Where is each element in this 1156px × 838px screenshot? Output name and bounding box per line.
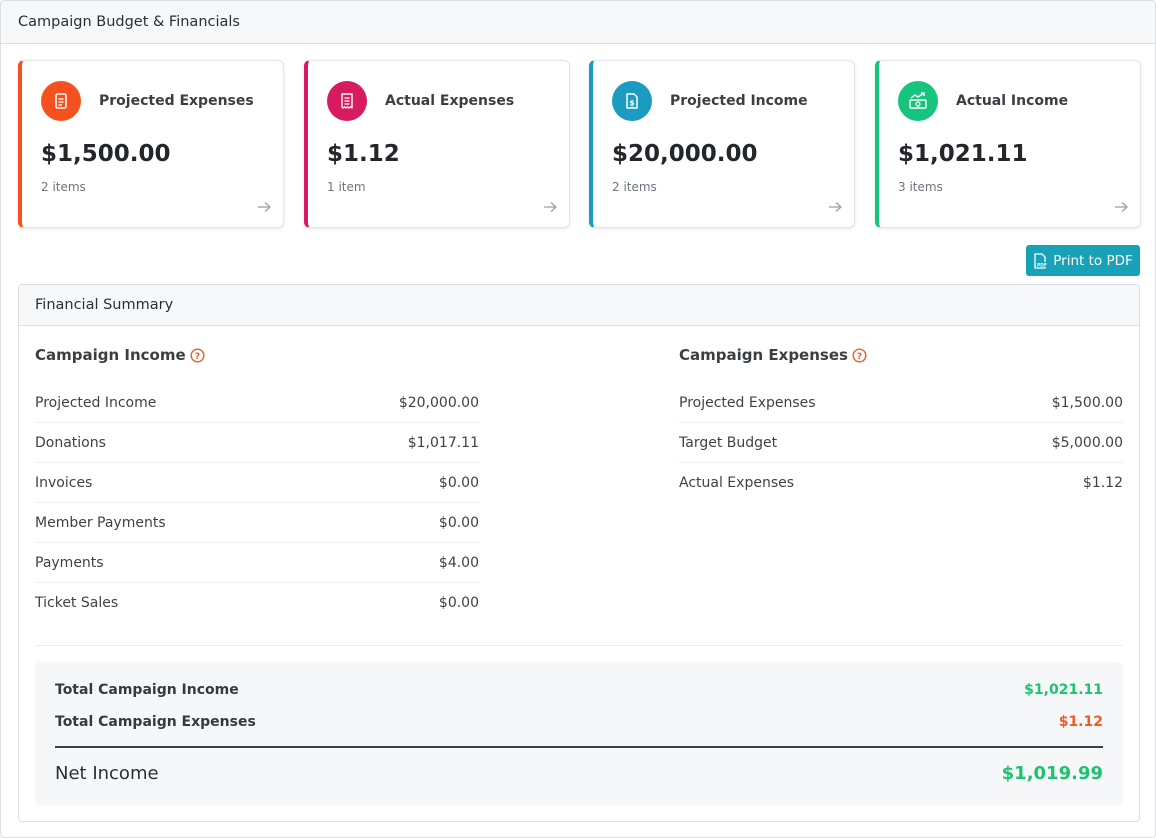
money-trend-icon	[898, 81, 938, 121]
dollar-file-icon: $	[612, 81, 652, 121]
list-item: Invoices $0.00	[35, 463, 479, 503]
total-expenses-line: Total Campaign Expenses $1.12	[55, 714, 1103, 730]
row-label: Projected Expenses	[679, 394, 816, 411]
panel-header: Campaign Budget & Financials	[1, 1, 1155, 44]
summary-header: Financial Summary	[19, 285, 1139, 326]
document-icon	[41, 81, 81, 121]
totals-divider	[55, 746, 1103, 748]
list-item: Payments $4.00	[35, 543, 479, 583]
card-count: 2 items	[612, 180, 657, 194]
arrow-right-icon[interactable]	[543, 201, 558, 213]
row-label: Ticket Sales	[35, 595, 119, 611]
expenses-column: Campaign Expenses ? Projected Expenses $1…	[679, 345, 1123, 503]
row-value: $0.00	[438, 595, 479, 611]
card-title: Projected Income	[670, 93, 808, 109]
net-income-label: Net Income	[55, 763, 159, 784]
row-label: Invoices	[35, 474, 93, 491]
row-value: $20,000.00	[398, 394, 479, 411]
row-label: Payments	[35, 554, 104, 571]
pdf-icon: PDF	[1034, 252, 1047, 269]
card-projected-income[interactable]: $ Projected Income $20,000.00 2 items	[589, 60, 855, 228]
row-value: $1,500.00	[1051, 394, 1123, 411]
list-item: Target Budget $5,000.00	[679, 423, 1123, 463]
total-income-value: $1,021.11	[1024, 682, 1103, 698]
card-count: 2 items	[41, 180, 86, 194]
total-income-label: Total Campaign Income	[55, 682, 239, 698]
row-label: Actual Expenses	[679, 475, 795, 491]
arrow-right-icon[interactable]	[828, 201, 843, 213]
arrow-right-icon[interactable]	[1114, 201, 1129, 213]
card-title: Actual Expenses	[385, 93, 515, 109]
print-pdf-label: Print to PDF	[1053, 252, 1133, 269]
row-label: Member Payments	[35, 514, 166, 531]
income-title: Campaign Income	[35, 346, 186, 364]
card-amount: $1,500.00	[41, 141, 171, 167]
svg-text:$: $	[629, 99, 635, 108]
svg-text:PDF: PDF	[1037, 262, 1047, 268]
card-count: 1 item	[327, 180, 366, 194]
print-pdf-button[interactable]: PDF Print to PDF	[1026, 245, 1140, 276]
list-item: Member Payments $0.00	[35, 503, 479, 543]
income-list: Projected Income $20,000.00 Donations $1,0…	[35, 383, 479, 623]
total-expenses-label: Total Campaign Expenses	[55, 714, 256, 730]
page-title: Campaign Budget & Financials	[18, 14, 240, 30]
help-icon[interactable]: ?	[190, 347, 205, 363]
arrow-right-icon[interactable]	[257, 201, 272, 213]
totals-box: Total Campaign Income $1,021.11 Total Ca…	[35, 662, 1123, 805]
row-label: Projected Income	[35, 394, 157, 411]
total-expenses-value: $1.12	[1058, 714, 1103, 730]
card-actual-income[interactable]: Actual Income $1,021.11 3 items	[875, 60, 1141, 228]
card-amount: $1,021.11	[898, 141, 1028, 167]
card-title: Projected Expenses	[99, 93, 254, 109]
row-value: $0.00	[438, 474, 479, 491]
list-item: Donations $1,017.11	[35, 423, 479, 463]
income-column: Campaign Income ? Projected Income $20,00…	[35, 345, 479, 623]
list-item: Ticket Sales $0.00	[35, 583, 479, 623]
net-income-value: $1,019.99	[1001, 763, 1103, 784]
svg-text:?: ?	[195, 352, 200, 362]
card-projected-expenses[interactable]: Projected Expenses $1,500.00 2 items	[18, 60, 284, 228]
card-title: Actual Income	[956, 93, 1069, 109]
income-section-title: Campaign Income ?	[35, 345, 479, 365]
section-divider	[35, 645, 1123, 646]
net-income-line: Net Income $1,019.99	[55, 763, 1103, 784]
expenses-title: Campaign Expenses	[679, 346, 848, 364]
row-label: Target Budget	[679, 434, 778, 451]
row-value: $1,017.11	[407, 434, 479, 451]
list-item: Actual Expenses $1.12	[679, 463, 1123, 503]
row-value: $4.00	[438, 554, 479, 571]
expenses-list: Projected Expenses $1,500.00 Target Budge…	[679, 383, 1123, 503]
financial-summary: Financial Summary Campaign Income ? Proj…	[18, 284, 1140, 822]
row-value: $5,000.00	[1051, 434, 1123, 451]
summary-title: Financial Summary	[35, 297, 174, 313]
card-amount: $1.12	[327, 141, 400, 167]
card-count: 3 items	[898, 180, 943, 194]
list-item: Projected Income $20,000.00	[35, 383, 479, 423]
card-actual-expenses[interactable]: Actual Expenses $1.12 1 item	[304, 60, 570, 228]
card-amount: $20,000.00	[612, 141, 758, 167]
total-income-line: Total Campaign Income $1,021.11	[55, 682, 1103, 698]
list-item: Projected Expenses $1,500.00	[679, 383, 1123, 423]
receipt-icon	[327, 81, 367, 121]
row-value: $1.12	[1082, 475, 1123, 491]
expenses-section-title: Campaign Expenses ?	[679, 345, 1123, 365]
help-icon[interactable]: ?	[852, 347, 867, 363]
svg-text:?: ?	[857, 352, 862, 362]
row-value: $0.00	[438, 514, 479, 531]
row-label: Donations	[35, 434, 106, 451]
